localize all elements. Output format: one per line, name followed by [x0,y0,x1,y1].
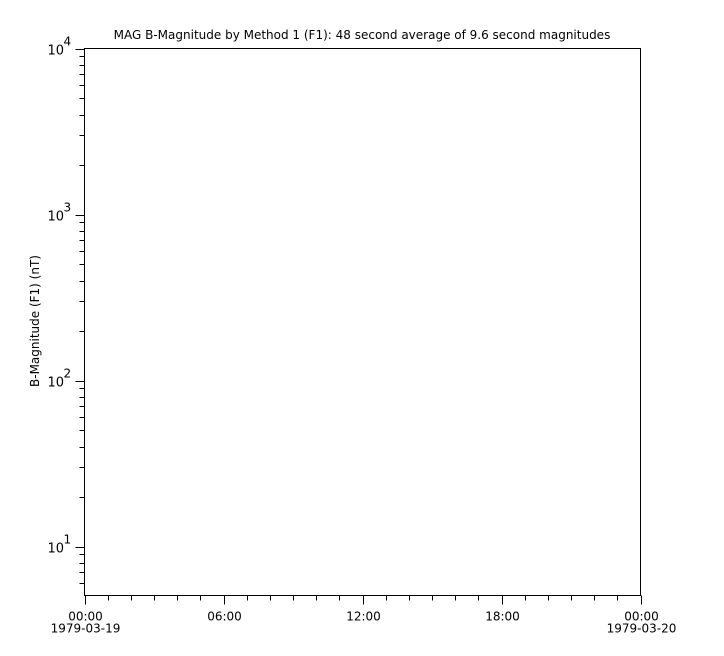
y-tick-label: 10 [48,210,65,225]
plot-area [84,48,641,596]
y-tick-exponent: 4 [64,35,72,49]
x-tick-date-label: 1979-03-19 [51,622,121,636]
y-tick-label: 10 [48,376,65,391]
x-tick-label: 06:00 [207,610,242,624]
y-tick-label: 10 [48,44,65,59]
y-tick-exponent: 1 [64,533,72,547]
y-axis-label: B-Magnitude (F1) (nT) [28,255,42,387]
y-tick-exponent: 2 [64,367,72,381]
chart-title: MAG B-Magnitude by Method 1 (F1): 48 sec… [114,28,611,42]
x-tick-label: 12:00 [346,610,381,624]
x-tick-label: 00:00 [68,610,103,624]
x-tick-date-label: 1979-03-20 [607,622,677,636]
x-tick-label: 18:00 [485,610,520,624]
y-tick-label: 10 [48,542,65,557]
x-tick-label: 00:00 [624,610,659,624]
y-tick-exponent: 3 [64,201,72,215]
